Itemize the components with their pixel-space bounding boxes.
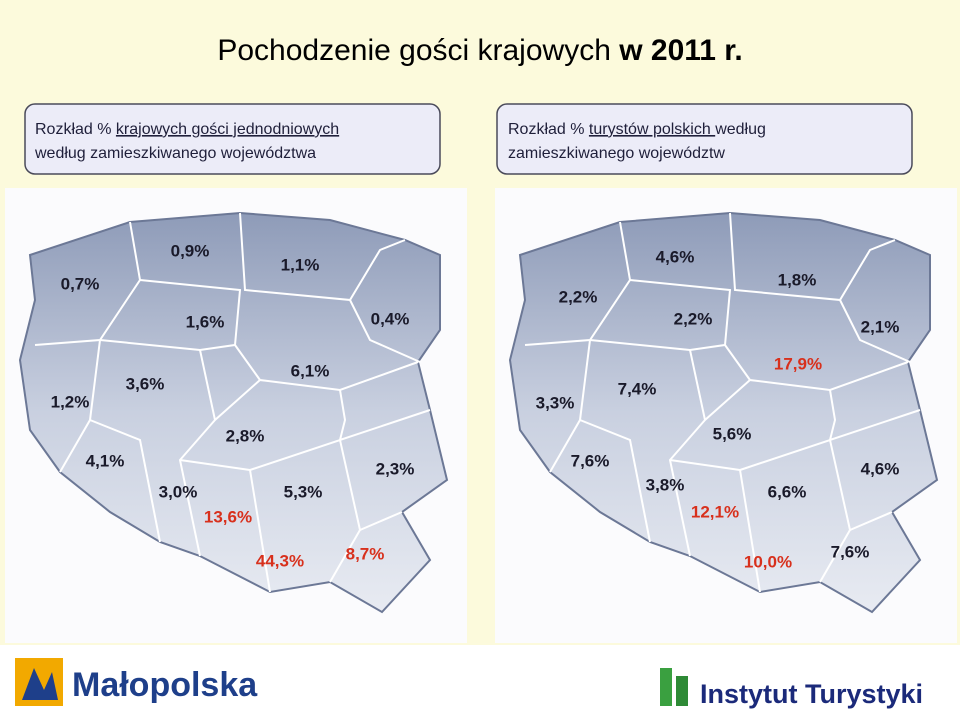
box-line: Rozkład % turystów polskich według: [508, 121, 766, 138]
region-label: 17,9%: [774, 354, 822, 373]
box-line: zamieszkiwanego województw: [508, 145, 725, 162]
region-label: 13,6%: [204, 507, 252, 526]
region-label: 44,3%: [256, 551, 304, 570]
region-label: 7,4%: [618, 379, 657, 398]
region-label: 7,6%: [831, 542, 870, 561]
info-box: [24, 103, 441, 175]
title-year: w 2011 r.: [618, 34, 742, 67]
box-text: turystów polskich: [589, 121, 715, 138]
region-label: 0,7%: [61, 274, 100, 293]
logo-icon: [660, 668, 672, 706]
region-label: 2,2%: [674, 309, 713, 328]
box-text: Rozkład %: [508, 121, 589, 138]
region-label: 12,1%: [691, 502, 739, 521]
footer: [0, 645, 960, 716]
box-text: krajowych gości jednodniowych: [116, 121, 339, 138]
region-label: 3,0%: [159, 482, 198, 501]
region-label: 1,2%: [51, 392, 90, 411]
region-label: 1,6%: [186, 312, 225, 331]
region-label: 4,6%: [861, 459, 900, 478]
region-label: 3,3%: [536, 393, 575, 412]
region-label: 0,9%: [171, 241, 210, 260]
region-label: 6,6%: [768, 482, 807, 501]
logo-icon: [22, 668, 58, 700]
info-box: [496, 103, 913, 175]
region-label: 1,8%: [778, 270, 817, 289]
region-label: 2,8%: [226, 426, 265, 445]
region-label: 5,3%: [284, 482, 323, 501]
region-label: 7,6%: [571, 451, 610, 470]
region-label: 2,2%: [559, 287, 598, 306]
logo-text: Małopolska: [72, 666, 258, 704]
logo-icon: [676, 676, 688, 706]
title: Pochodzenie gości krajowych w 2011 r.: [217, 34, 742, 67]
region-label: 4,6%: [656, 247, 695, 266]
box-text: Rozkład %: [35, 121, 116, 138]
region-label: 5,6%: [713, 424, 752, 443]
region-label: 6,1%: [291, 361, 330, 380]
region-label: 0,4%: [371, 309, 410, 328]
region-label: 8,7%: [346, 544, 385, 563]
region-label: 3,8%: [646, 475, 685, 494]
title-main: Pochodzenie gości krajowych: [217, 34, 611, 67]
region-label: 2,1%: [861, 317, 900, 336]
region-label: 4,1%: [86, 451, 125, 470]
region-label: 10,0%: [744, 552, 792, 571]
logo-text: Instytut Turystyki: [700, 679, 923, 709]
box-line: według zamieszkiwanego województwa: [34, 145, 316, 162]
box-line: Rozkład % krajowych gości jednodniowych: [35, 121, 339, 138]
region-label: 2,3%: [376, 459, 415, 478]
box-text: według: [714, 121, 766, 138]
region-label: 3,6%: [126, 374, 165, 393]
region-label: 1,1%: [281, 255, 320, 274]
